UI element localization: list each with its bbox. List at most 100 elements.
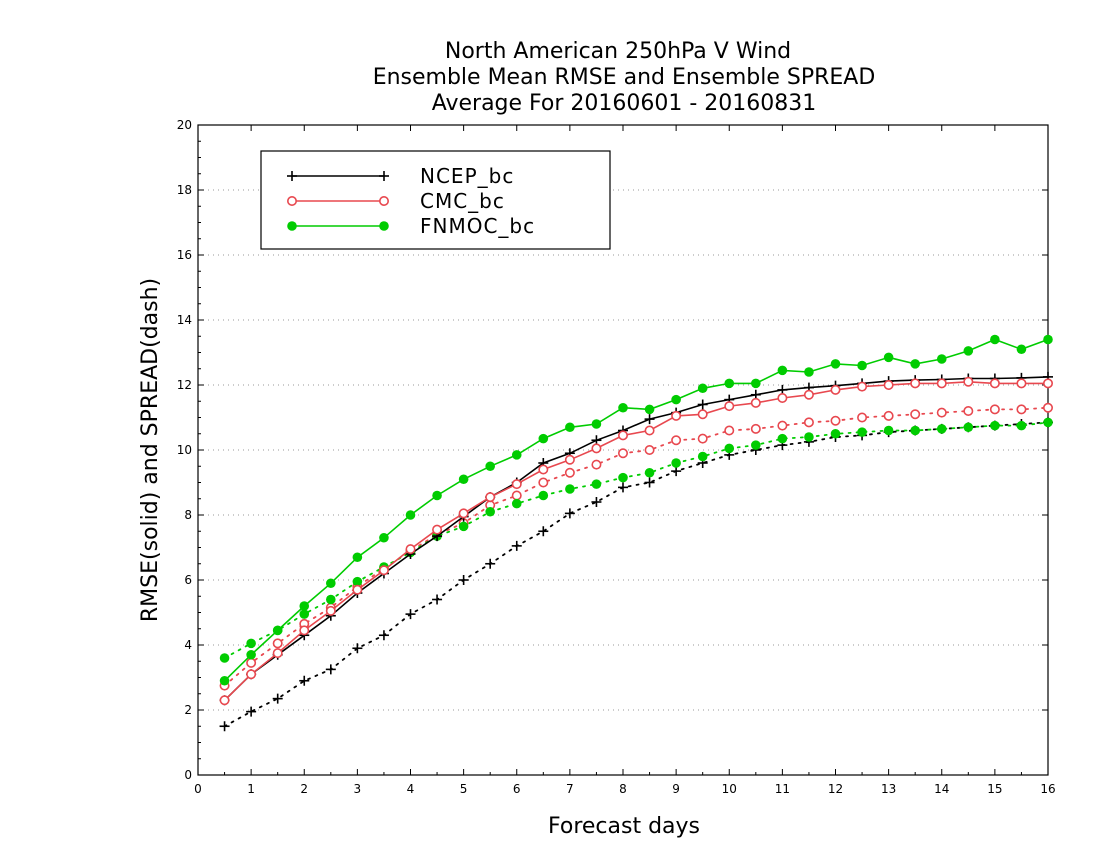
data-point-cmc-bc-spread (617, 448, 628, 459)
data-point-cmc-bc-spread (591, 459, 602, 470)
data-point-cmc-bc-rmse (989, 378, 1000, 389)
data-point-fnmoc-bc-rmse (830, 359, 841, 369)
data-point-fnmoc-bc-spread (299, 609, 310, 619)
data-point-fnmoc-bc-rmse (458, 474, 469, 485)
data-point-fnmoc-bc-spread (591, 479, 602, 489)
data-point-cmc-bc-rmse (750, 397, 761, 408)
series-fnmoc-bc-spread (219, 417, 1053, 663)
data-point-cmc-bc-rmse (671, 410, 682, 421)
x-tick-label: 0 (194, 782, 202, 796)
data-point-cmc-bc-spread (644, 444, 655, 455)
data-point-fnmoc-bc-rmse (910, 359, 920, 369)
data-point-fnmoc-bc-spread (618, 472, 628, 483)
data-point-cmc-bc-spread (883, 410, 894, 421)
data-point-fnmoc-bc-rmse (963, 346, 974, 356)
legend-box (260, 150, 611, 250)
data-point-fnmoc-bc-spread (1043, 417, 1053, 428)
data-point-cmc-bc-rmse (325, 605, 336, 616)
series-line-ncep-bc-spread (223, 421, 1049, 728)
legend-label-cmc: CMC_bc (420, 189, 505, 213)
x-tick-label: 10 (722, 782, 737, 796)
series-ncep-bc-rmse (219, 371, 1053, 706)
series-layer (219, 334, 1054, 732)
data-point-cmc-bc-rmse (458, 508, 469, 519)
data-point-fnmoc-bc-rmse (1043, 334, 1053, 345)
series-cmc-bc-spread (219, 402, 1054, 691)
data-point-fnmoc-bc-spread (246, 638, 256, 649)
data-point-fnmoc-bc-spread (963, 422, 974, 433)
data-point-cmc-bc-spread (857, 412, 868, 423)
data-point-cmc-bc-spread (511, 490, 522, 501)
x-tick-label: 11 (775, 782, 790, 796)
series-ncep-bc-spread (219, 417, 1053, 732)
data-point-fnmoc-bc-rmse (724, 378, 735, 389)
data-point-fnmoc-bc-rmse (671, 394, 681, 405)
chart-title-line-1: North American 250hPa V Wind (445, 39, 791, 64)
data-point-fnmoc-bc-rmse (219, 675, 230, 686)
y-tick-label: 14 (177, 313, 192, 327)
data-point-cmc-bc-spread (671, 435, 682, 446)
data-point-fnmoc-bc-spread (857, 427, 867, 437)
y-tick-label: 6 (184, 573, 192, 587)
series-fnmoc-bc-rmse (219, 334, 1053, 686)
series-line-cmc-bc-spread (223, 406, 1049, 687)
legend-swatch-marker (378, 196, 389, 207)
data-point-fnmoc-bc-rmse (990, 334, 1000, 345)
data-point-cmc-bc-spread (777, 420, 788, 431)
data-point-fnmoc-bc-spread (830, 428, 841, 439)
data-point-cmc-bc-rmse (1016, 378, 1027, 389)
data-point-fnmoc-bc-rmse (432, 490, 442, 501)
data-point-cmc-bc-spread (830, 415, 841, 426)
data-point-fnmoc-bc-spread (751, 440, 761, 450)
data-point-cmc-bc-rmse (724, 401, 735, 412)
series-line-fnmoc-bc-spread (223, 421, 1049, 659)
x-tick-label: 6 (513, 782, 521, 796)
y-tick-label: 18 (177, 183, 192, 197)
series-line-ncep-bc-rmse (224, 376, 1049, 701)
x-tick-label: 15 (987, 782, 1002, 796)
y-tick-label: 0 (184, 768, 192, 782)
x-tick-label: 4 (407, 782, 415, 796)
data-point-fnmoc-bc-spread (565, 484, 575, 494)
data-point-fnmoc-bc-rmse (697, 383, 708, 394)
data-point-fnmoc-bc-rmse (751, 378, 761, 389)
y-tick-label: 10 (177, 443, 192, 457)
x-tick-label: 5 (460, 782, 468, 796)
data-point-fnmoc-bc-spread (697, 451, 708, 462)
data-point-fnmoc-bc-spread (777, 433, 788, 444)
data-point-fnmoc-bc-rmse (379, 532, 389, 543)
x-tick-label: 13 (881, 782, 896, 796)
data-point-cmc-bc-rmse (777, 392, 788, 403)
data-point-fnmoc-bc-rmse (485, 461, 495, 472)
data-point-cmc-bc-rmse (591, 443, 602, 454)
y-tick-label: 8 (184, 508, 192, 522)
data-point-cmc-bc-spread (910, 409, 921, 420)
chart-title-line-2: Ensemble Mean RMSE and Ensemble SPREAD (373, 65, 876, 90)
y-tick-label: 16 (177, 248, 192, 262)
data-point-fnmoc-bc-spread (804, 432, 814, 442)
data-point-cmc-bc-rmse (936, 378, 947, 389)
y-tick-label: 12 (177, 378, 192, 392)
series-line-cmc-bc-rmse (224, 380, 1048, 701)
data-point-cmc-bc-rmse (1043, 378, 1054, 389)
legend-label-ncep: NCEP_bc (420, 164, 514, 188)
data-point-cmc-bc-rmse (219, 695, 230, 706)
data-point-fnmoc-bc-rmse (591, 419, 602, 429)
data-point-fnmoc-bc-spread (990, 420, 1000, 431)
x-axis-label: Forecast days (548, 814, 700, 839)
data-point-cmc-bc-spread (246, 657, 257, 668)
data-point-fnmoc-bc-rmse (777, 365, 788, 376)
legend-swatch-ncep-bc (287, 171, 389, 181)
y-axis-label: RMSE(solid) and SPREAD(dash) (138, 278, 163, 622)
data-point-cmc-bc-spread (1016, 404, 1027, 415)
data-point-fnmoc-bc-rmse (246, 649, 256, 660)
x-tick-label: 16 (1040, 782, 1055, 796)
chart-title-line-3: Average For 20160601 - 20160831 (432, 91, 817, 116)
legend-label-fnmoc: FNMOC_bc (420, 214, 535, 238)
x-tick-label: 9 (672, 782, 680, 796)
data-point-fnmoc-bc-spread (326, 594, 336, 605)
data-point-fnmoc-bc-rmse (511, 450, 522, 460)
